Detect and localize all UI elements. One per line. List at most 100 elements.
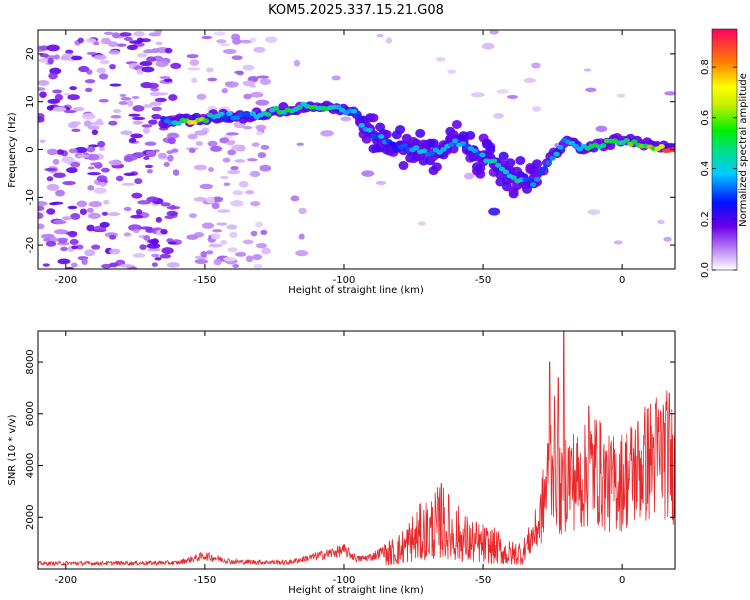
ridge-core — [249, 111, 256, 117]
snr-series-line — [38, 331, 675, 567]
ridge-halo — [415, 128, 426, 138]
ridge-core — [623, 137, 630, 143]
ridge-core — [448, 142, 455, 147]
ridge-core — [233, 115, 241, 121]
colorbar — [711, 28, 738, 271]
noise-blob — [219, 43, 231, 47]
noise-blob — [224, 81, 234, 85]
x-tick-label: -150 — [194, 575, 217, 586]
noise-blob — [242, 64, 255, 71]
noise-blob — [135, 208, 143, 215]
noise-blob — [256, 75, 270, 79]
ridge-core — [541, 165, 549, 171]
noise-blob — [48, 202, 58, 206]
noise-blob — [70, 161, 81, 168]
noise-blob — [255, 131, 263, 136]
y-tick-label: -20 — [25, 237, 36, 253]
noise-blob — [57, 258, 71, 265]
noise-blob — [127, 100, 134, 107]
noise-blob — [507, 94, 519, 99]
noise-blob — [320, 130, 334, 137]
noise-blob — [66, 167, 78, 174]
ridge-core — [479, 152, 486, 158]
noise-blob — [98, 73, 109, 80]
noise-blob — [53, 172, 66, 179]
noise-blob — [255, 124, 267, 131]
noise-blob — [118, 101, 129, 105]
ridge-core — [502, 169, 510, 175]
noise-blob — [56, 237, 69, 242]
noise-blob — [76, 200, 88, 208]
noise-blob — [149, 91, 161, 97]
noise-blob — [199, 183, 214, 190]
noise-blob — [47, 148, 58, 156]
ridge-core — [576, 146, 584, 152]
noise-blob — [227, 169, 241, 175]
noise-blob — [53, 219, 67, 225]
noise-blob — [470, 92, 485, 98]
ridge-core — [529, 182, 537, 188]
noise-blob — [250, 91, 264, 98]
noise-blob — [492, 112, 504, 119]
noise-blob — [259, 164, 272, 172]
noise-blob — [245, 190, 255, 195]
noise-blob — [139, 61, 153, 67]
noise-blob — [146, 169, 153, 174]
noise-blob — [159, 76, 171, 80]
noise-blob — [249, 170, 261, 178]
noise-blob — [87, 172, 102, 176]
noise-blob — [61, 216, 72, 221]
noise-blob — [239, 39, 253, 44]
noise-blob — [146, 82, 159, 89]
y-tick-label: 6000 — [25, 401, 36, 426]
ridge-core — [420, 148, 428, 154]
noise-blob — [193, 196, 207, 202]
ridge-core — [265, 112, 272, 117]
x-tick-label: -100 — [333, 575, 356, 586]
noise-blob — [147, 239, 159, 244]
noise-blob — [67, 121, 79, 129]
ridge-core — [440, 147, 447, 152]
ridge-core — [378, 134, 385, 139]
x-tick-label: 0 — [619, 275, 625, 286]
noise-blob — [109, 234, 117, 240]
noise-blob — [587, 209, 601, 215]
noise-blob — [130, 133, 143, 139]
ridge-core — [533, 177, 541, 182]
noise-blob — [147, 247, 161, 252]
colorbar-tick-label: 0.0 — [700, 262, 711, 278]
ridge-core — [490, 158, 498, 164]
noise-blob — [226, 141, 234, 146]
noise-blob — [200, 251, 207, 258]
colorbar-tick-label: 0.4 — [700, 161, 711, 177]
ridge-core — [537, 170, 545, 175]
noise-blob — [120, 96, 132, 101]
noise-blob — [296, 142, 304, 146]
snr-frame — [37, 330, 676, 570]
colorbar-label: Normalized spectral amplitude — [738, 73, 749, 227]
noise-blob — [231, 144, 245, 152]
noise-blob — [242, 239, 254, 245]
x-tick-label: -100 — [333, 275, 356, 286]
noise-blob — [78, 65, 90, 73]
noise-blob — [164, 47, 173, 54]
noise-blob — [38, 200, 48, 207]
noise-blob — [245, 255, 254, 263]
noise-blob — [230, 166, 239, 171]
x-tick-label: -200 — [54, 275, 77, 286]
noise-blob — [220, 240, 228, 245]
noise-blob — [144, 164, 154, 169]
noise-blob — [212, 196, 224, 203]
noise-blob — [191, 77, 198, 84]
noise-blob — [170, 62, 182, 70]
noise-blob — [260, 144, 270, 150]
noise-blob — [242, 80, 255, 87]
snr-y-axis: 2000 4000 6000 8000 — [25, 349, 675, 530]
noise-blob — [171, 148, 179, 153]
noise-blob — [67, 94, 80, 101]
noise-blob — [194, 130, 208, 136]
noise-blob — [47, 58, 54, 65]
noise-blob — [213, 258, 222, 266]
ridge-core — [459, 141, 467, 146]
noise-blob — [86, 224, 95, 232]
